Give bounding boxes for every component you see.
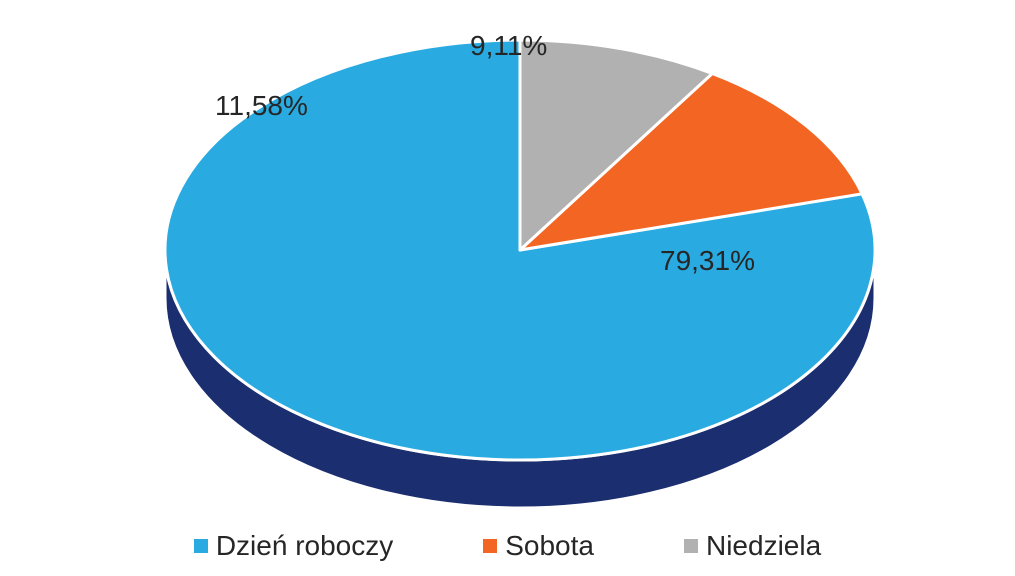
legend-label-2: Niedziela (706, 530, 821, 562)
legend: Dzień roboczy Sobota Niedziela (0, 530, 1015, 562)
pie-chart-3d: Dzień roboczy Sobota Niedziela 79,31% 11,58… (0, 0, 1015, 576)
legend-label-1: Sobota (505, 530, 594, 562)
data-label-0: 79,31% (660, 245, 755, 277)
legend-label-0: Dzień roboczy (216, 530, 393, 562)
legend-swatch-1 (483, 539, 497, 553)
legend-item-2: Niedziela (684, 530, 821, 562)
legend-item-1: Sobota (483, 530, 594, 562)
legend-swatch-0 (194, 539, 208, 553)
legend-item-0: Dzień roboczy (194, 530, 393, 562)
legend-swatch-2 (684, 539, 698, 553)
pie-svg (0, 0, 1015, 576)
data-label-1: 11,58% (215, 90, 308, 122)
data-label-2: 9,11% (470, 30, 547, 62)
